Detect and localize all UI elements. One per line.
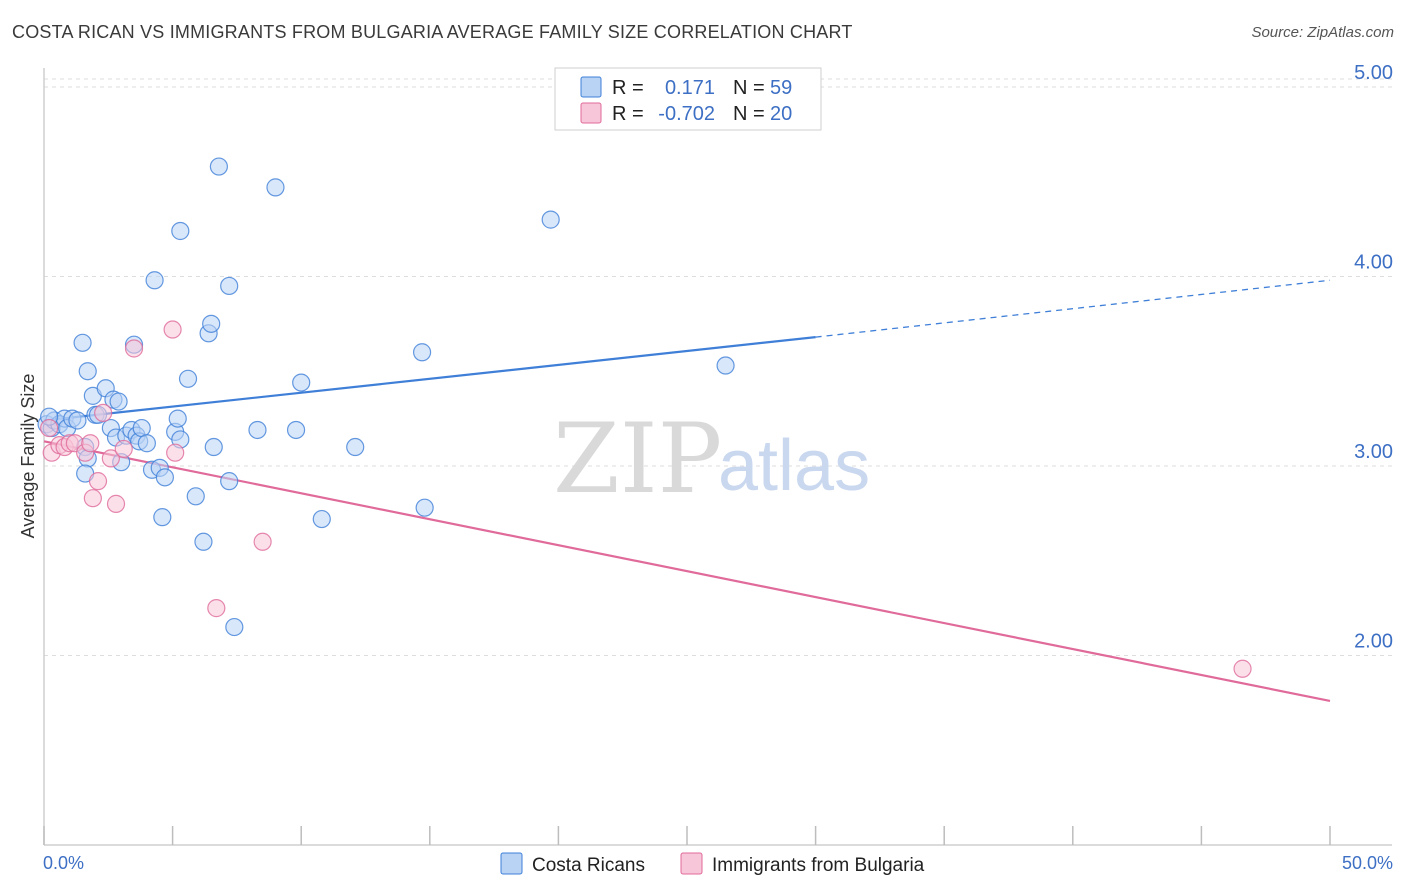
bulgaria-point-13 <box>114 439 133 459</box>
costa-rican-point-45 <box>220 472 239 491</box>
watermark-atlas: atlas <box>718 426 870 506</box>
bulgaria-point-10 <box>94 403 113 423</box>
x-ticks <box>43 826 1331 845</box>
costa-rican-point-33 <box>155 468 174 487</box>
legend-r-label-pink: R = <box>612 103 644 125</box>
y-tick-label: 3.00 <box>1354 441 1393 463</box>
y-tick-label: 5.00 <box>1354 62 1393 84</box>
costa-rican-point-8 <box>73 333 92 352</box>
bulgaria-point-9 <box>88 472 108 491</box>
costa-rican-point-43 <box>204 437 223 457</box>
bottom-legend-label-pink: Immigrants from Bulgaria <box>712 855 925 876</box>
legend-box: R = 0.171 N = 59 R = -0.702 N = 20 <box>554 67 822 131</box>
costa-rican-point-35 <box>168 409 187 428</box>
costa-rican-point-12 <box>78 362 97 381</box>
costa-rican-point-50 <box>286 420 306 440</box>
costa-rican-point-7 <box>68 411 87 430</box>
legend-swatch-pink <box>580 102 602 124</box>
watermark: ZIP atlas <box>553 403 870 515</box>
legend-r-label-blue: R = <box>612 77 644 99</box>
costa-rican-point-53 <box>346 437 365 457</box>
trendline-1 <box>43 440 1331 703</box>
legend-n-value-blue: 59 <box>770 77 792 99</box>
bulgaria-point-8 <box>83 489 102 508</box>
y-tick-labels: 2.00 3.00 4.00 5.00 <box>1354 62 1393 653</box>
costa-rican-point-49 <box>266 178 285 197</box>
bottom-legend-label-blue: Costa Ricans <box>532 855 645 876</box>
legend-n-value-pink: 20 <box>770 103 792 125</box>
bulgaria-point-19 <box>1233 659 1252 678</box>
costa-rican-point-40 <box>194 532 213 551</box>
costa-rican-point-57 <box>716 356 735 375</box>
bottom-legend: Costa Ricans Immigrants from Bulgaria <box>500 852 925 876</box>
bulgaria-point-17 <box>207 599 226 618</box>
legend-r-value-blue: 0.171 <box>665 77 715 99</box>
legend-n-label-blue: N = <box>733 77 765 99</box>
y-tick-label: 4.00 <box>1354 251 1393 273</box>
y-axis-label: Average Family Size <box>18 374 38 539</box>
costa-rican-point-28 <box>137 434 156 453</box>
costa-rican-point-39 <box>186 487 205 506</box>
bulgaria-point-12 <box>106 494 126 513</box>
legend-n-label-pink: N = <box>733 103 765 125</box>
bulgaria-point-7 <box>81 434 100 453</box>
data-points <box>37 157 1252 678</box>
costa-rican-point-47 <box>225 617 244 637</box>
costa-rican-point-54 <box>412 343 432 362</box>
bulgaria-point-18 <box>253 532 272 551</box>
x-tick-label-min: 0.0% <box>43 853 84 873</box>
bulgaria-point-15 <box>163 320 182 339</box>
costa-rican-point-36 <box>171 221 190 241</box>
x-tick-label-max: 50.0% <box>1342 853 1393 873</box>
costa-rican-point-42 <box>202 314 221 333</box>
legend-r-value-pink: -0.702 <box>658 103 715 125</box>
costa-rican-point-32 <box>153 508 172 527</box>
bulgaria-point-11 <box>101 449 120 468</box>
bottom-legend-swatch-pink <box>680 852 703 875</box>
costa-rican-point-46 <box>220 276 239 296</box>
costa-rican-point-52 <box>312 509 331 529</box>
bulgaria-point-16 <box>166 443 185 462</box>
costa-rican-point-56 <box>541 210 560 229</box>
trendline-solid-0 <box>43 336 816 422</box>
costa-rican-point-55 <box>415 498 434 517</box>
costa-rican-point-48 <box>248 420 267 440</box>
legend-swatch-blue <box>580 76 602 98</box>
costa-rican-point-38 <box>178 369 198 388</box>
costa-rican-point-44 <box>209 157 228 176</box>
watermark-zip: ZIP <box>553 403 722 515</box>
trendlines <box>43 279 1331 703</box>
trendline-dashed-0 <box>815 279 1331 338</box>
bulgaria-point-0 <box>40 418 59 438</box>
costa-rican-point-51 <box>292 373 311 392</box>
costa-rican-point-27 <box>132 418 151 438</box>
costa-rican-point-20 <box>109 392 128 411</box>
bulgaria-point-14 <box>124 339 144 358</box>
costa-rican-point-30 <box>145 271 164 290</box>
y-tick-label: 2.00 <box>1354 630 1393 652</box>
bottom-legend-swatch-blue <box>500 852 523 875</box>
chart-title: COSTA RICAN VS IMMIGRANTS FROM BULGARIA … <box>12 22 853 42</box>
chart-source: Source: ZipAtlas.com <box>1251 24 1394 41</box>
